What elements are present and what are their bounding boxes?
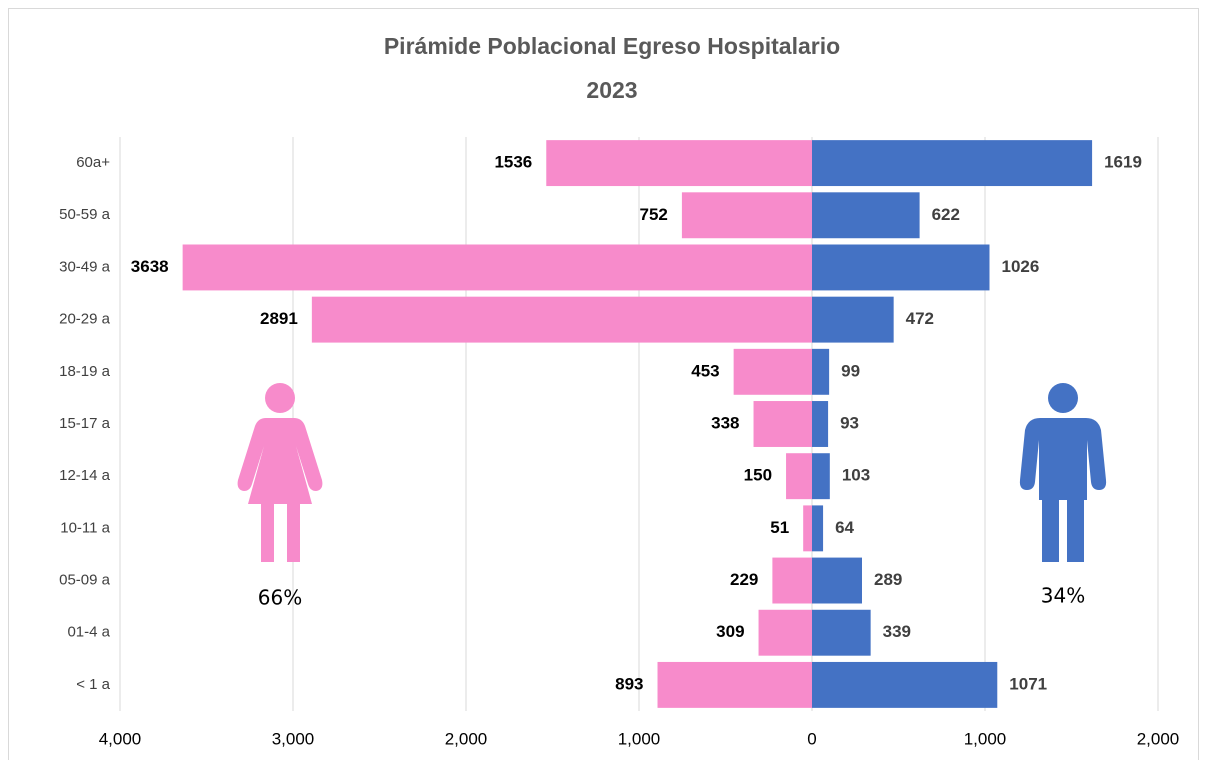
data-label: 893: [615, 674, 643, 693]
data-label: 3638: [131, 257, 169, 276]
bar: [812, 609, 871, 656]
data-label: 1536: [494, 153, 532, 172]
bar: [803, 505, 812, 552]
data-label: 309: [716, 622, 744, 641]
bar: [812, 505, 824, 552]
male-icon: [1019, 383, 1107, 562]
bar: [681, 192, 812, 239]
y-tick-label: 18-19 a: [59, 363, 111, 380]
bar: [758, 609, 812, 656]
y-tick-label: 12-14 a: [59, 467, 111, 484]
y-tick-label: 15-17 a: [59, 415, 111, 432]
bar: [786, 453, 812, 500]
data-label: 622: [932, 205, 960, 224]
bar: [733, 348, 812, 395]
bar: [753, 401, 812, 447]
bar: [812, 192, 920, 239]
data-label: 472: [906, 309, 934, 328]
x-tick-label: 3,000: [272, 729, 315, 748]
x-tick-label: 1,000: [618, 729, 661, 748]
chart-title: Pirámide Poblacional Egreso Hospitalario: [384, 33, 840, 59]
data-label: 150: [744, 466, 772, 485]
bar: [311, 296, 812, 343]
chart-subtitle: 2023: [586, 77, 637, 103]
bars: 1536 752 3638 2891 453 338 150 51 229 309 893 1619 6…: [131, 140, 1142, 708]
bar: [812, 557, 862, 604]
y-tick-label: 01-4 a: [67, 624, 110, 641]
bar: [182, 244, 813, 291]
x-tick-label: 2,000: [445, 729, 488, 748]
data-label: 2891: [260, 309, 298, 328]
y-tick-label: 30-49 a: [59, 258, 111, 275]
bar: [546, 140, 812, 187]
bar: [812, 348, 830, 395]
data-label: 1619: [1104, 153, 1142, 172]
data-label: 1071: [1009, 674, 1047, 693]
y-tick-label: 60a+: [76, 154, 110, 171]
bar: [812, 661, 998, 708]
bar: [812, 453, 830, 500]
data-label: 1026: [1001, 257, 1039, 276]
female-icon: [237, 383, 323, 562]
bar: [772, 557, 812, 604]
chart-border: [8, 8, 1199, 760]
data-label: 338: [711, 413, 739, 432]
female-share: 66%: [258, 586, 302, 610]
x-tick-label: 4,000: [99, 729, 142, 748]
data-label: 339: [883, 622, 911, 641]
data-label: 99: [841, 361, 860, 380]
data-label: 453: [691, 361, 719, 380]
bar: [812, 140, 1093, 187]
bar: [812, 401, 829, 447]
y-tick-label: 20-29 a: [59, 311, 111, 328]
bar: [657, 661, 812, 708]
data-label: 93: [840, 413, 859, 432]
bar: [812, 296, 894, 343]
data-label: 51: [770, 518, 789, 537]
y-tick-label: 50-59 a: [59, 206, 111, 223]
male-share: 34%: [1041, 584, 1085, 608]
y-tick-label: < 1 a: [76, 676, 110, 693]
data-label: 289: [874, 570, 902, 589]
data-label: 229: [730, 570, 758, 589]
x-tick-label: 0: [807, 729, 816, 748]
data-label: 64: [835, 518, 854, 537]
y-tick-label: 05-09 a: [59, 572, 111, 589]
data-label: 103: [842, 466, 870, 485]
y-tick-label: 10-11 a: [60, 519, 110, 536]
data-label: 752: [640, 205, 668, 224]
bar: [812, 244, 990, 291]
x-tick-label: 2,000: [1137, 729, 1180, 748]
x-tick-label: 1,000: [964, 729, 1007, 748]
